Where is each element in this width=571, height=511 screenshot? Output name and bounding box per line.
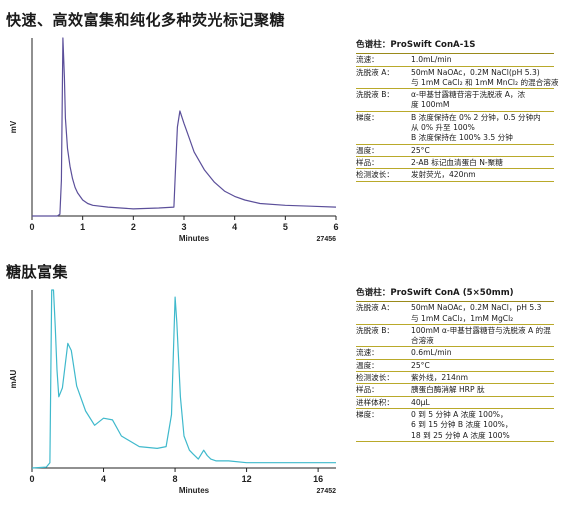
series-line xyxy=(31,289,336,469)
row-value-line: 合溶液 xyxy=(411,336,434,346)
table-row: 洗脱液 B： α-甲基甘露糖苷溶于洗脱液 A，浓度 100mM xyxy=(356,89,554,112)
table-rows: 流速： 1.0mL/min 洗脱液 A： 50mM NaOAc，0.2M NaCl(p… xyxy=(356,54,558,182)
row-label: 检测波长： xyxy=(356,373,394,383)
row-value-line: 1.0mL/min xyxy=(411,55,452,65)
row-value-line: α-甲基甘露糖苷溶于洗脱液 A，浓 xyxy=(411,90,526,100)
row-value-line: 发射荧光，420nm xyxy=(411,170,476,180)
row-value-line: 18 到 25 分钟 A 浓度 100% xyxy=(411,430,510,440)
row-value: 50mM NaOAc，0.2M NaCl，pH 5.3 与 1mM CaCl₂，1… xyxy=(411,303,554,324)
chart-chromatogram-2: 0 4 8 12 16 Minutes mAU 27452 xyxy=(9,289,337,495)
figure-code: 27456 xyxy=(317,236,337,243)
x-tick-label: 3 xyxy=(181,222,186,232)
table-row: 流速： 0.6mL/min xyxy=(356,347,554,360)
row-value-line: 与 1mM CaCl₂，1mM MgCl₂ xyxy=(411,313,514,323)
row-value-line: 50mM NaOAc，0.2M NaCl(pH 5.3) xyxy=(411,67,540,77)
row-value: 2-AB 标记血清蛋白 N-聚糖 xyxy=(411,158,554,168)
series-line xyxy=(32,37,337,217)
row-value-line: B 浓度保持在 0% 2 分钟，0.5 分钟内 xyxy=(411,112,541,122)
section-title: 快速、高效富集和纯化多种荧光标记聚糖 xyxy=(6,11,286,29)
row-value-line: 0 到 5 分钟 A 浓度 100%， xyxy=(411,409,508,419)
row-value: 0.6mL/min xyxy=(411,348,554,358)
row-value-line: 紫外线，214nm xyxy=(411,373,469,383)
table-row: 洗脱液 B： 100mM α-甲基甘露糖苷与洗脱液 A 的混 合溶液 xyxy=(356,325,554,348)
row-label: 样品： xyxy=(356,385,379,395)
row-value: 100mM α-甲基甘露糖苷与洗脱液 A 的混 合溶液 xyxy=(411,326,554,347)
table-row: 进样体积： 40µL xyxy=(356,397,554,409)
row-value: 胰蛋白酶消解 HRP 肽 xyxy=(411,385,554,395)
table-row: 梯度： 0 到 5 分钟 A 浓度 100%， 6 到 15 分钟 B 浓度 100… xyxy=(356,409,554,442)
row-label: 洗脱液 A： xyxy=(356,303,394,313)
row-value-line: 100mM α-甲基甘露糖苷与洗脱液 A 的混 xyxy=(411,325,551,335)
row-label: 温度： xyxy=(356,145,379,155)
row-label: 流速： xyxy=(356,55,379,65)
row-value-line: 胰蛋白酶消解 HRP 肽 xyxy=(411,385,485,395)
table-row: 温度： 25°C xyxy=(356,360,554,373)
row-value-line: 40µL xyxy=(411,397,430,407)
table-row: 检测波长： 紫外线，214nm xyxy=(356,372,554,385)
x-axis-label: Minutes xyxy=(179,486,210,495)
x-tick-label: 2 xyxy=(131,222,136,232)
row-label: 洗脱液 B： xyxy=(356,90,394,100)
row-value: 发射荧光，420nm xyxy=(411,170,554,180)
row-value-line: 25°C xyxy=(411,145,430,155)
table-row: 温度： 25°C xyxy=(356,145,554,157)
table-rows: 洗脱液 A： 50mM NaOAc，0.2M NaCl，pH 5.3 与 1mM C… xyxy=(356,302,554,442)
row-value-line: 50mM NaOAc，0.2M NaCl，pH 5.3 xyxy=(411,303,542,313)
table-header: 色谱柱：ProSwift ConA (5×50mm) xyxy=(356,288,554,303)
row-value-line: 与 1mM CaCl₂ 和 1mM MnCl₂ 的混合溶液 xyxy=(411,77,559,87)
table-row: 样品： 胰蛋白酶消解 HRP 肽 xyxy=(356,384,554,397)
x-tick-label: 6 xyxy=(333,222,338,232)
row-label: 进样体积： xyxy=(356,397,394,407)
row-value-line: 6 到 15 分钟 B 浓度 100%， xyxy=(411,420,513,430)
x-tick-label: 4 xyxy=(101,474,106,484)
row-value: α-甲基甘露糖苷溶于洗脱液 A，浓度 100mM xyxy=(411,90,554,111)
row-value-line: 25°C xyxy=(411,360,430,370)
row-value-line: 度 100mM xyxy=(411,100,450,110)
table-row: 洗脱液 A： 50mM NaOAc，0.2M NaCl(pH 5.3) 与 1mM … xyxy=(356,67,558,90)
row-value: 40µL xyxy=(411,398,554,408)
x-tick-label: 8 xyxy=(173,474,178,484)
figure-code: 27452 xyxy=(317,488,337,495)
row-value-line: 0.6mL/min xyxy=(411,348,452,358)
table-row: 样品： 2-AB 标记血清蛋白 N-聚糖 xyxy=(356,157,554,170)
row-value: 1.0mL/min xyxy=(411,55,554,65)
table-row: 检测波长： 发射荧光，420nm xyxy=(356,169,554,182)
x-tick-label: 16 xyxy=(313,474,323,484)
table-row: 梯度： B 浓度保持在 0% 2 分钟，0.5 分钟内从 0% 升至 100% B … xyxy=(356,112,554,145)
row-label: 洗脱液 A： xyxy=(356,67,394,77)
row-label: 样品： xyxy=(356,157,379,167)
row-value: 25°C xyxy=(411,146,554,156)
row-value-line: 2-AB 标记血清蛋白 N-聚糖 xyxy=(411,157,503,167)
table-header: 色谱柱：ProSwift ConA-1S xyxy=(356,40,554,55)
x-tick-label: 4 xyxy=(232,222,237,232)
conditions-table: 色谱柱：ProSwift ConA-1S 流速： 1.0mL/min 洗脱液 A： 5… xyxy=(356,40,558,182)
row-value: B 浓度保持在 0% 2 分钟，0.5 分钟内从 0% 升至 100% B 浓度保… xyxy=(411,113,554,144)
x-tick-label: 12 xyxy=(242,474,252,484)
row-value: 紫外线，214nm xyxy=(411,373,554,383)
y-axis-label: mAU xyxy=(9,369,18,388)
table-row: 流速： 1.0mL/min xyxy=(356,54,554,67)
row-value: 50mM NaOAc，0.2M NaCl(pH 5.3) 与 1mM CaCl₂ … xyxy=(411,68,558,89)
row-label: 梯度： xyxy=(356,112,379,122)
row-value-line: 从 0% 升至 100% xyxy=(411,123,475,133)
y-axis-label: mV xyxy=(9,120,18,133)
table-row: 洗脱液 A： 50mM NaOAc，0.2M NaCl，pH 5.3 与 1mM C… xyxy=(356,302,554,325)
row-label: 检测波长： xyxy=(356,170,394,180)
row-label: 温度： xyxy=(356,360,379,370)
row-label: 洗脱液 B： xyxy=(356,325,394,335)
x-tick-label: 0 xyxy=(29,222,34,232)
section-title: 糖肽富集 xyxy=(6,263,69,281)
row-value-line: B 浓度保持在 100% 3.5 分钟 xyxy=(411,133,513,143)
row-value: 25°C xyxy=(411,361,554,371)
x-axis-label: Minutes xyxy=(179,234,210,243)
chart-chromatogram-1: 0 1 2 3 4 5 6 Minutes mV 27456 xyxy=(9,37,339,243)
row-value: 0 到 5 分钟 A 浓度 100%， 6 到 15 分钟 B 浓度 100%， 1… xyxy=(411,410,554,441)
conditions-table: 色谱柱：ProSwift ConA (5×50mm) 洗脱液 A： 50mM Na… xyxy=(356,288,554,442)
row-label: 流速： xyxy=(356,348,379,358)
x-tick-label: 1 xyxy=(80,222,85,232)
row-label: 梯度： xyxy=(356,409,379,419)
x-tick-label: 5 xyxy=(283,222,288,232)
x-tick-label: 0 xyxy=(29,474,34,484)
